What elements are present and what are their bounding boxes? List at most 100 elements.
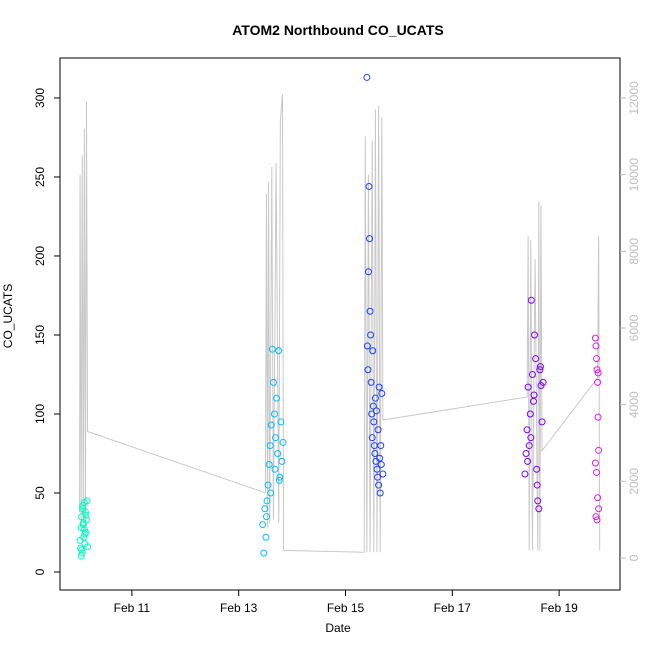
data-point: [265, 461, 273, 469]
data-point: [79, 519, 87, 527]
data-point: [261, 505, 269, 513]
data-point: [77, 544, 85, 552]
data-point: [366, 307, 374, 315]
data-point: [593, 516, 601, 524]
data-point: [527, 296, 535, 304]
y-tick-label: 200: [33, 246, 47, 266]
y-tick-label: 300: [33, 88, 47, 108]
y2-tick-label: 8000: [627, 238, 641, 265]
data-point: [268, 345, 276, 353]
data-point: [530, 391, 538, 399]
data-point: [367, 331, 375, 339]
data-point: [363, 342, 371, 350]
data-point: [377, 461, 385, 469]
data-point: [277, 418, 285, 426]
x-tick-label: Feb 19: [540, 601, 578, 615]
data-point: [279, 438, 287, 446]
data-point: [591, 459, 599, 467]
x-tick-label: Feb 13: [220, 601, 258, 615]
data-point: [375, 383, 383, 391]
data-point: [84, 543, 92, 551]
data-point: [531, 331, 539, 339]
x-tick-label: Feb 17: [434, 601, 472, 615]
data-point: [364, 366, 372, 374]
data-point: [263, 497, 271, 505]
data-point: [269, 378, 277, 386]
y-tick-label: 0: [33, 568, 47, 575]
data-point: [273, 394, 281, 402]
y-axis-label: CO_UCATS: [1, 284, 15, 348]
data-point: [528, 370, 536, 378]
data-point: [83, 497, 91, 505]
data-point: [368, 434, 376, 442]
data-point: [262, 533, 270, 541]
data-point: [594, 494, 602, 502]
data-point: [595, 505, 603, 513]
y-tick-label: 250: [33, 167, 47, 187]
data-point: [594, 369, 602, 377]
y2-tick-label: 2000: [627, 468, 641, 495]
data-point: [534, 497, 542, 505]
data-point: [377, 442, 385, 450]
data-point: [367, 378, 375, 386]
y2-tick-label: 10000: [627, 158, 641, 192]
plot-frame: [59, 57, 621, 591]
data-point: [379, 470, 387, 478]
data-point: [378, 389, 386, 397]
data-point: [524, 457, 532, 465]
data-point: [81, 508, 89, 516]
data-point: [81, 530, 89, 538]
data-point: [594, 413, 602, 421]
data-point: [78, 513, 86, 521]
data-point: [260, 549, 268, 557]
chart-title: ATOM2 Northbound CO_UCATS: [232, 22, 444, 38]
data-point: [535, 505, 543, 513]
data-point: [373, 465, 381, 473]
y2-tick-label: 4000: [627, 391, 641, 418]
y-tick-label: 100: [33, 404, 47, 424]
y-tick-label: 150: [33, 325, 47, 345]
data-point: [532, 355, 540, 363]
data-point: [78, 546, 86, 554]
data-point: [275, 347, 283, 355]
data-point: [274, 449, 282, 457]
data-point: [264, 481, 272, 489]
data-point: [370, 418, 378, 426]
data-point: [594, 378, 602, 386]
data-point: [372, 407, 380, 415]
data-point: [376, 489, 384, 497]
data-point: [375, 481, 383, 489]
data-point: [536, 366, 544, 374]
data-point: [591, 334, 599, 342]
data-point: [593, 355, 601, 363]
data-point: [363, 73, 371, 81]
data-point: [278, 457, 286, 465]
data-point: [533, 481, 541, 489]
data-point: [376, 454, 384, 462]
y2-tick-label: 0: [627, 554, 641, 561]
y2-tick-label: 12000: [627, 81, 641, 115]
data-point: [538, 418, 546, 426]
data-point: [364, 268, 372, 276]
data-point: [271, 465, 279, 473]
data-point: [371, 394, 379, 402]
data-point: [79, 502, 87, 510]
data-point: [592, 513, 600, 521]
data-point: [523, 426, 531, 434]
data-point: [525, 442, 533, 450]
y-tick-label: 50: [33, 486, 47, 500]
data-point: [595, 446, 603, 454]
y2-tick-label: 6000: [627, 314, 641, 341]
data-point: [266, 442, 274, 450]
data-point: [536, 363, 544, 371]
x-tick-label: Feb 15: [327, 601, 365, 615]
data-point: [366, 235, 374, 243]
data-point: [369, 402, 377, 410]
x-axis-label: Date: [325, 621, 351, 635]
data-point: [533, 465, 541, 473]
data-point: [262, 513, 270, 521]
data-point: [82, 511, 90, 519]
x-tick-label: Feb 11: [114, 601, 151, 615]
data-point: [78, 549, 86, 557]
